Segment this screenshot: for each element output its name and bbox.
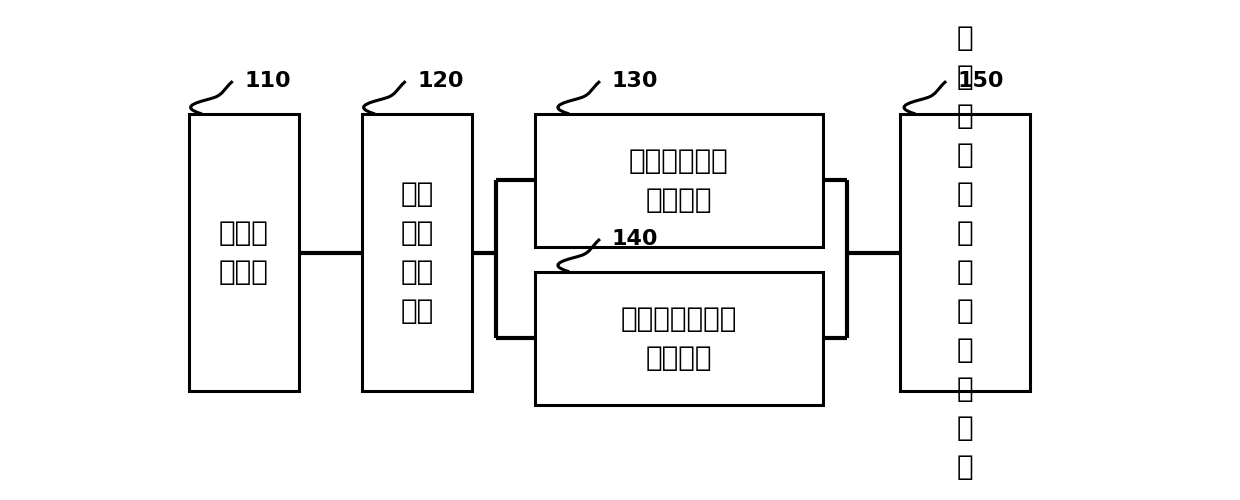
FancyBboxPatch shape bbox=[900, 114, 1029, 391]
Text: 法兰结构参数
计算模块: 法兰结构参数 计算模块 bbox=[629, 147, 729, 214]
Text: 材料选
择模块: 材料选 择模块 bbox=[219, 219, 269, 286]
FancyBboxPatch shape bbox=[534, 114, 823, 246]
Text: 150: 150 bbox=[957, 71, 1004, 91]
FancyBboxPatch shape bbox=[362, 114, 472, 391]
Text: 石墨密封圈参数
计算模块: 石墨密封圈参数 计算模块 bbox=[620, 304, 737, 372]
Text: 120: 120 bbox=[417, 71, 464, 91]
Text: 110: 110 bbox=[244, 71, 291, 91]
FancyBboxPatch shape bbox=[534, 272, 823, 404]
Text: 140: 140 bbox=[611, 229, 658, 249]
Text: 130: 130 bbox=[611, 71, 658, 91]
FancyBboxPatch shape bbox=[188, 114, 299, 391]
Text: 导管
壁厚
计算
模块: 导管 壁厚 计算 模块 bbox=[401, 180, 434, 325]
Text: 法
兰
强
度
安
全
系
数
校
核
模
块: 法 兰 强 度 安 全 系 数 校 核 模 块 bbox=[956, 24, 973, 481]
